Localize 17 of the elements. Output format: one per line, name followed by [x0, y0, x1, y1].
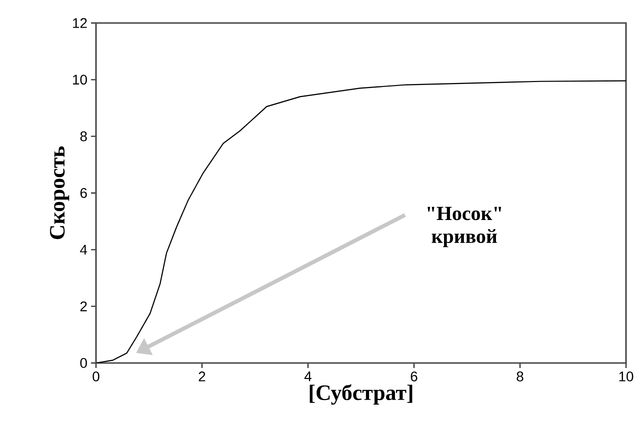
y-tick-label: 4: [80, 244, 88, 254]
x-axis-title: [Субстрат]: [310, 384, 412, 405]
line-series: [96, 80, 626, 363]
y-tick-label: 8: [80, 131, 87, 142]
y-tick-label: 12: [73, 18, 87, 28]
annotation: "Носок" кривой: [428, 206, 502, 248]
y-axis-title: Скорость: [50, 146, 70, 240]
y-tick-label: 2: [80, 301, 87, 312]
x-tick-label: 2: [198, 372, 206, 382]
x-tick-label: 4: [304, 372, 312, 382]
x-tick-label: 0: [92, 372, 100, 382]
x-tick-label: 10: [619, 372, 634, 382]
y-tick-label: 6: [80, 188, 87, 198]
x-tick-label: 8: [516, 372, 524, 382]
x-tick-label: 6: [410, 372, 418, 382]
y-tick-label: 10: [73, 74, 87, 85]
y-tick-label: 0: [80, 358, 87, 368]
